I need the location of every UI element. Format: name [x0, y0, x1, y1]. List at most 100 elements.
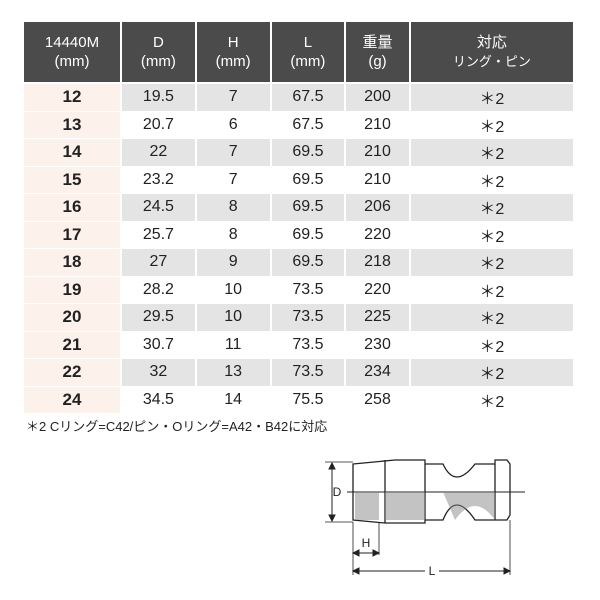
table-cell: ＊2 [410, 194, 573, 222]
dimension-h-label: H [362, 536, 371, 550]
socket-outline [352, 459, 511, 524]
column-header: 重量 (g) [346, 22, 409, 84]
size-cell: 16 [24, 194, 120, 222]
table-cell: 234 [346, 359, 409, 387]
table-cell: 13 [196, 359, 270, 387]
table-cell: 210 [346, 139, 409, 167]
table-cell: ＊2 [410, 387, 573, 414]
table-row: 12 19.5 7 67.5 200 ＊2 [24, 84, 573, 112]
table-cell: 73.5 [271, 332, 345, 359]
socket-dimension-diagram: D H L [325, 459, 525, 578]
table-cell: ＊2 [410, 249, 573, 277]
table-cell: 230 [346, 332, 409, 359]
table-cell: 10 [196, 304, 270, 332]
table-cell: 73.5 [271, 359, 345, 387]
table-row: 13 20.7 6 67.5 210 ＊2 [24, 111, 573, 139]
header-row: 14440M (mm) D (mm) H (mm) L (mm) 重量 (g) 対応 リング・ピン [24, 22, 573, 84]
footnote: ＊2 Cリング=C42/ピン・Oリング=A42・B42に対応 [26, 419, 328, 434]
table-cell: 218 [346, 249, 409, 277]
table-cell: 225 [346, 304, 409, 332]
table-cell: 10 [196, 277, 270, 304]
header-line2: (g) [368, 53, 387, 70]
table-row: 15 23.2 7 69.5 210 ＊2 [24, 166, 573, 194]
table-cell: ＊2 [410, 359, 573, 387]
table-cell: 27 [122, 249, 195, 277]
section-hatching [355, 492, 495, 520]
size-cell: 19 [24, 276, 120, 304]
table-cell: 32 [122, 359, 195, 387]
table-cell: ＊2 [410, 167, 573, 194]
header-line1: H [227, 34, 239, 51]
table-cell: 34.5 [122, 387, 195, 414]
table-cell: ＊2 [410, 304, 573, 332]
table-cell: 73.5 [271, 304, 345, 332]
table-row: 18 27 9 69.5 218 ＊2 [24, 249, 573, 277]
header-line2: (mm) [290, 53, 326, 70]
header-line1: 対応 [476, 34, 507, 51]
table-cell: 69.5 [271, 139, 345, 167]
header-line1: L [303, 34, 313, 51]
table-cell: 75.5 [271, 387, 345, 414]
size-cell: 20 [24, 304, 120, 332]
table-cell: 14 [196, 387, 270, 414]
table-cell: 22 [122, 139, 195, 167]
header-line1: D [152, 34, 164, 51]
header-line2: (mm) [54, 53, 90, 70]
table-row: 14 22 7 69.5 210 ＊2 [24, 139, 573, 167]
column-header: H (mm) [196, 22, 270, 84]
table-cell: 28.2 [122, 277, 195, 304]
table-cell: ＊2 [410, 112, 573, 139]
table-cell: 25.7 [122, 222, 195, 249]
table-cell: 7 [196, 139, 270, 167]
table-cell: 19.5 [122, 84, 195, 112]
column-header: D (mm) [122, 22, 195, 84]
table-cell: ＊2 [410, 222, 573, 249]
table-cell: 69.5 [271, 194, 345, 222]
dimension-l-label: L [429, 564, 436, 578]
table-row: 16 24.5 8 69.5 206 ＊2 [24, 194, 573, 222]
column-header: 14440M (mm) [24, 22, 120, 84]
table-cell: 20.7 [122, 112, 195, 139]
header-line1: 重量 [362, 34, 393, 51]
table-cell: 220 [346, 277, 409, 304]
table-cell: ＊2 [410, 84, 573, 112]
table-cell: 30.7 [122, 332, 195, 359]
table-cell: 7 [196, 167, 270, 194]
table-cell: 24.5 [122, 194, 195, 222]
header-line2: (mm) [140, 53, 176, 70]
size-cell: 21 [24, 331, 120, 359]
table-cell: 258 [346, 387, 409, 414]
table-cell: 29.5 [122, 304, 195, 332]
table-row: 24 34.5 14 75.5 258 ＊2 [24, 386, 573, 414]
table-cell: ＊2 [410, 277, 573, 304]
column-header: L (mm) [271, 22, 345, 84]
table-cell: ＊2 [410, 332, 573, 359]
table-cell: 67.5 [271, 112, 345, 139]
table-cell: 8 [196, 194, 270, 222]
table-cell: 9 [196, 249, 270, 277]
size-cell: 13 [24, 111, 120, 139]
spec-table: 14440M (mm) D (mm) H (mm) L (mm) 重量 (g) 対応 リング・ピン 1… [22, 22, 575, 414]
table-cell: 210 [346, 112, 409, 139]
size-cell: 22 [24, 359, 120, 387]
table-row: 19 28.2 10 73.5 220 ＊2 [24, 276, 573, 304]
table-cell: 220 [346, 222, 409, 249]
dimension-d-label: D [333, 485, 342, 499]
table-row: 22 32 13 73.5 234 ＊2 [24, 359, 573, 387]
table-cell: 7 [196, 84, 270, 112]
table-cell: 69.5 [271, 222, 345, 249]
size-cell: 14 [24, 139, 120, 167]
table-cell: 200 [346, 84, 409, 112]
table-cell: ＊2 [410, 139, 573, 167]
table-cell: 8 [196, 222, 270, 249]
table-cell: 69.5 [271, 167, 345, 194]
header-line1: 14440M [44, 34, 100, 51]
size-cell: 17 [24, 221, 120, 249]
table-cell: 23.2 [122, 167, 195, 194]
table-cell: 6 [196, 112, 270, 139]
table-row: 17 25.7 8 69.5 220 ＊2 [24, 221, 573, 249]
size-cell: 12 [24, 84, 120, 112]
header-line2: リング・ピン [452, 54, 531, 69]
size-cell: 18 [24, 249, 120, 277]
table-cell: 73.5 [271, 277, 345, 304]
